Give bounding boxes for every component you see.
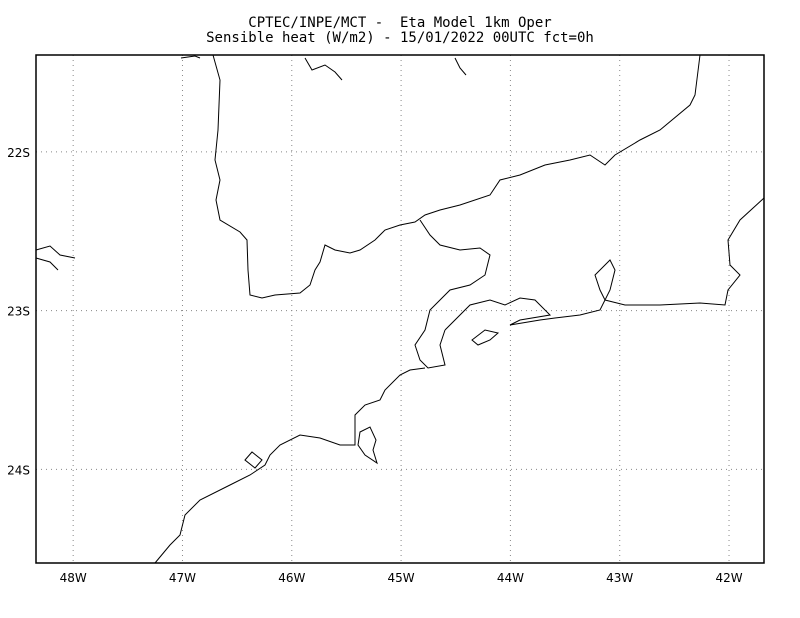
coastline	[154, 197, 765, 564]
lon-label: 44W	[497, 571, 524, 585]
island-sao-sebastiao	[357, 426, 378, 465]
state-border-sp-rj	[414, 219, 491, 369]
lat-label: 22S	[7, 146, 30, 160]
title-line-2: Sensible heat (W/m2) - 15/01/2022 00UTC …	[206, 30, 594, 46]
plot-frame	[35, 54, 765, 564]
ilha-grande	[471, 329, 500, 346]
lon-label: 45W	[388, 571, 415, 585]
title-line-1: CPTEC/INPE/MCT - Eta Model 1km Oper	[248, 15, 552, 31]
west-fragment	[35, 245, 76, 271]
lon-label: 46W	[278, 571, 305, 585]
island-cardoso	[244, 451, 263, 469]
lon-label: 47W	[169, 571, 196, 585]
lon-label: 42W	[715, 571, 742, 585]
grid-lines	[36, 55, 764, 563]
state-border-mg	[180, 54, 701, 299]
lat-label: 23S	[7, 305, 30, 319]
lat-label: 24S	[7, 463, 30, 477]
river-top	[304, 57, 467, 81]
lon-label: 43W	[606, 571, 633, 585]
boundaries	[35, 54, 765, 564]
lon-label: 48W	[60, 571, 87, 585]
